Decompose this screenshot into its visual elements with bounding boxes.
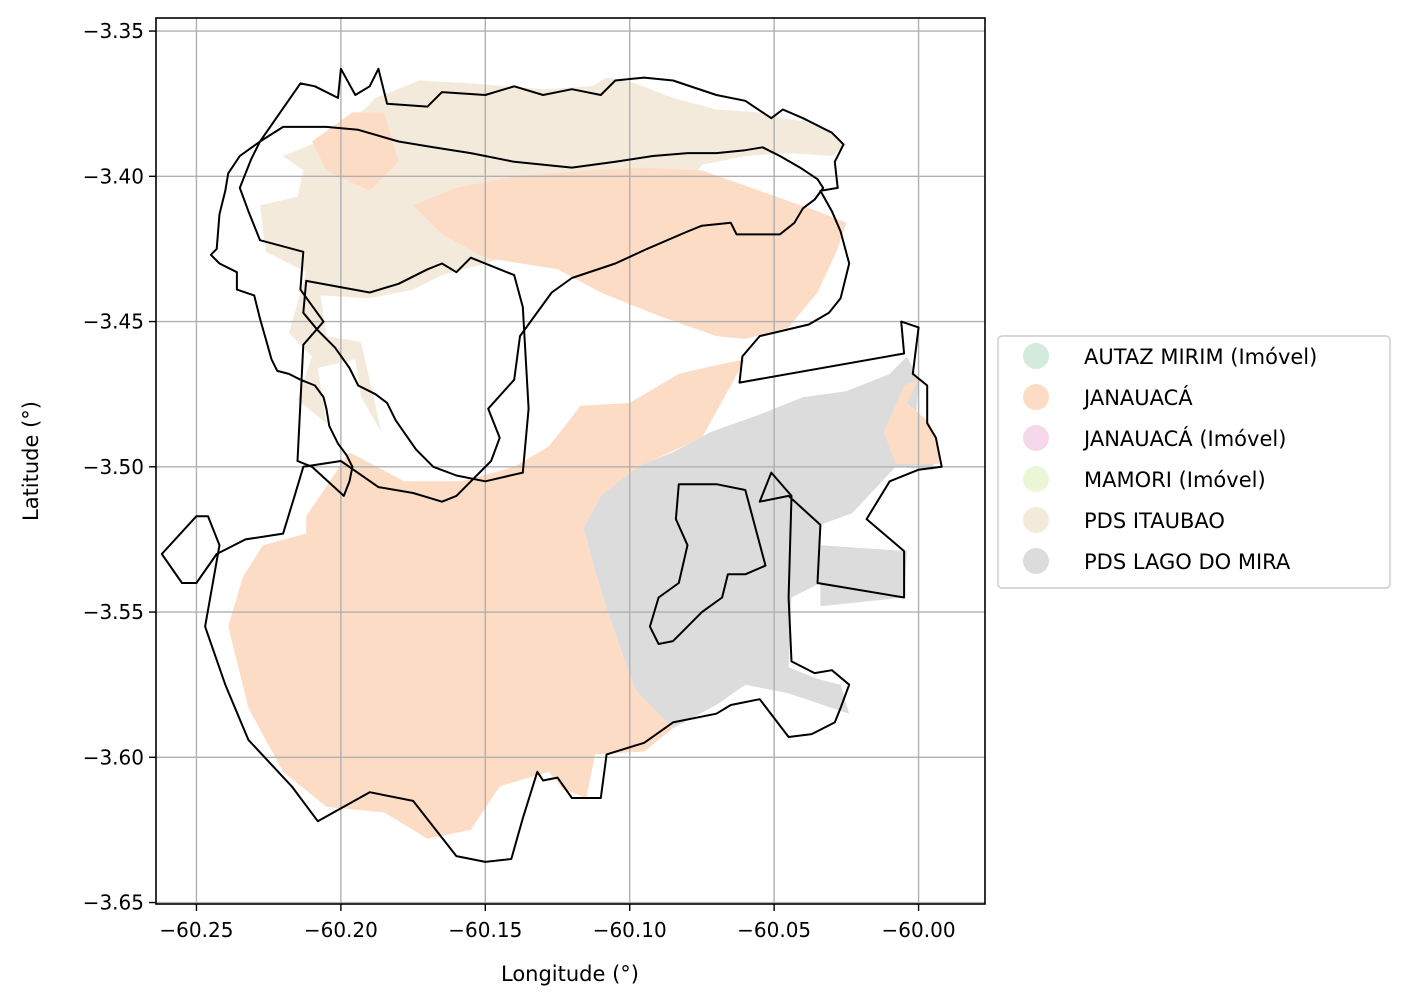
legend-marker-4 — [1023, 507, 1049, 533]
legend-label-2: JANAUACÁ (Imóvel) — [1082, 426, 1286, 451]
y-tick-label-3: −3.50 — [83, 455, 144, 479]
region-janauac--4 — [883, 379, 939, 464]
boundary-hole-northwest — [302, 256, 530, 483]
y-tick-label-5: −3.60 — [83, 745, 144, 769]
x-axis: −60.25 −60.20 −60.15 −60.10 −60.05 −60.00 — [159, 904, 956, 942]
y-tick-label-1: −3.40 — [83, 164, 144, 188]
legend-label-3: MAMORI (Imóvel) — [1084, 468, 1266, 492]
legend-label-5: PDS LAGO DO MIRA — [1084, 550, 1291, 574]
legend: AUTAZ MIRIM (Imóvel) JANAUACÁ JANAUACÁ (Im… — [997, 335, 1391, 589]
x-tick-label-4: −60.05 — [737, 918, 811, 942]
boundary-hole-east — [648, 483, 767, 645]
y-tick-label-2: −3.45 — [83, 310, 144, 334]
region-pds-itaubao-0 — [260, 77, 847, 432]
y-tick-label-0: −3.35 — [83, 19, 144, 43]
x-tick-label-5: −60.00 — [882, 918, 956, 942]
legend-label-1: JANAUACÁ — [1082, 385, 1193, 410]
y-axis-title: Latitude (°) — [19, 401, 43, 521]
legend-marker-2 — [1023, 425, 1049, 451]
legend-marker-1 — [1023, 384, 1049, 410]
boundary-outer-boundary — [160, 67, 943, 863]
x-tick-label-1: −60.20 — [304, 918, 378, 942]
legend-frame — [997, 335, 1391, 589]
x-axis-title: Longitude (°) — [501, 962, 639, 986]
boundary-lines — [160, 67, 943, 863]
region-janauac--5 — [312, 112, 399, 191]
legend-marker-0 — [1023, 343, 1049, 369]
x-tick-label-0: −60.25 — [159, 918, 233, 942]
legend-marker-3 — [1023, 466, 1049, 492]
gridlines — [156, 18, 985, 904]
legend-marker-5 — [1023, 548, 1049, 574]
x-tick-label-3: −60.10 — [593, 918, 667, 942]
plot-frame — [155, 17, 986, 905]
legend-label-4: PDS ITAUBAO — [1084, 509, 1225, 533]
y-tick-label-4: −3.55 — [83, 600, 144, 624]
region-janauac--2 — [228, 359, 746, 839]
x-tick-label-2: −60.15 — [448, 918, 522, 942]
legend-label-0: AUTAZ MIRIM (Imóvel) — [1084, 345, 1317, 369]
y-tick-label-6: −3.65 — [83, 891, 144, 915]
y-axis: −3.35 −3.40 −3.45 −3.50 −3.55 −3.60 −3.65 — [83, 19, 156, 915]
